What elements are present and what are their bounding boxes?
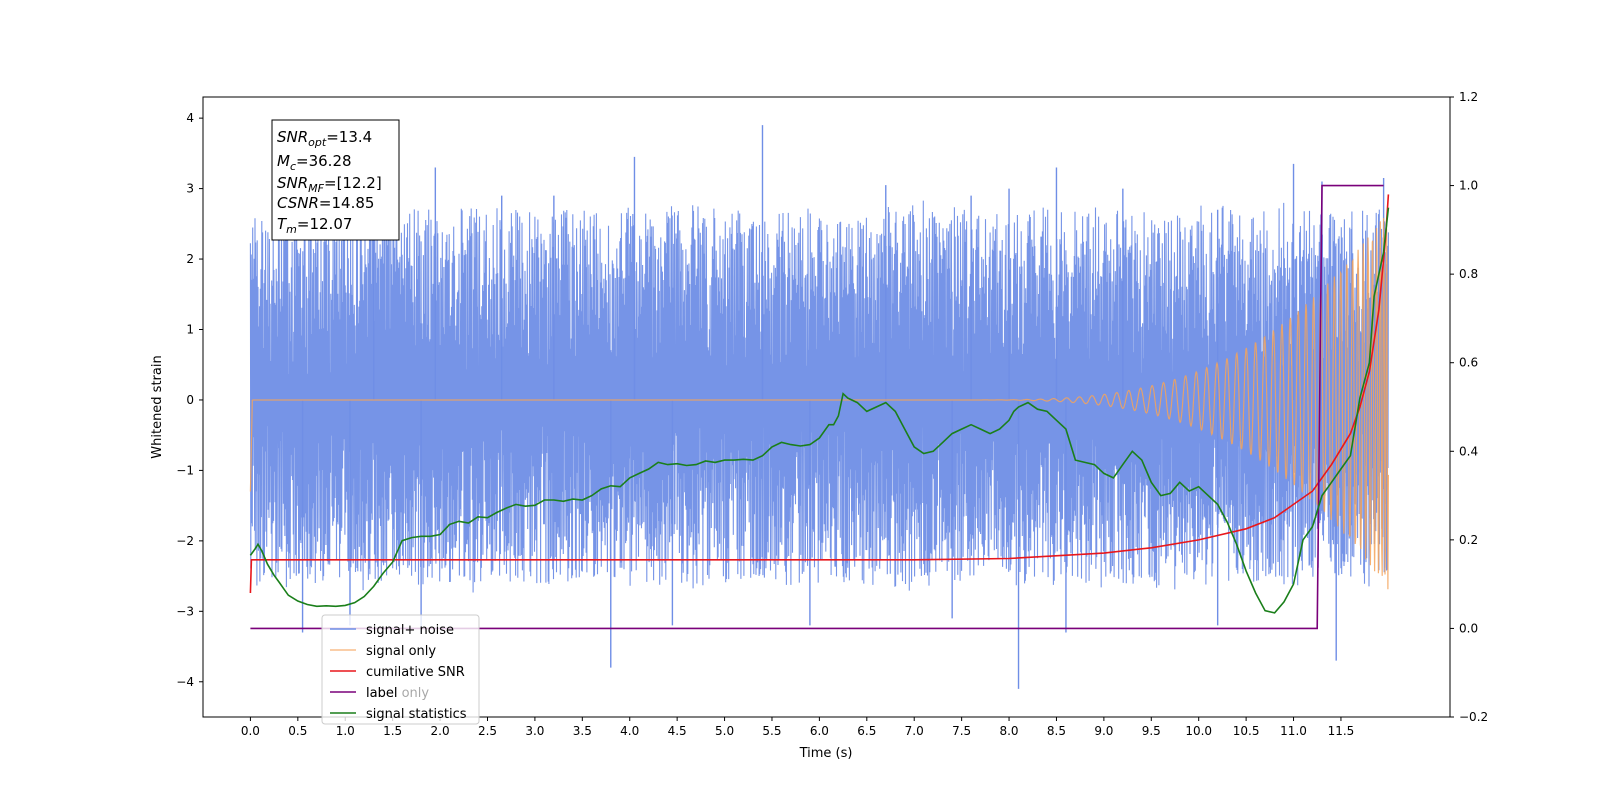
- y-right-tick-label: 0.4: [1459, 444, 1478, 458]
- y-axis-left: 4 3 2 1 0 −1 −2 −3 −4: [176, 111, 203, 689]
- y-left-tick-label: −4: [176, 675, 194, 689]
- x-tick-label: 11.5: [1328, 724, 1355, 738]
- y-left-tick-label: 2: [186, 252, 194, 266]
- series-layer: [249, 125, 1390, 689]
- x-tick-label: 5.0: [715, 724, 734, 738]
- y-left-tick-label: −1: [176, 463, 194, 477]
- y-left-tick-label: 0: [186, 393, 194, 407]
- info-snr-opt: SNRopt=13.4: [277, 128, 372, 149]
- legend-label-cumilative-snr: cumilative SNR: [366, 665, 465, 680]
- info-box: SNRopt=13.4 Mc=36.28 SNRMF=[12.2] CSNR=1…: [271, 119, 400, 241]
- info-mc: Mc=36.28: [277, 152, 352, 173]
- legend-frame: [321, 614, 480, 725]
- x-tick-label: 2.5: [478, 724, 497, 738]
- x-tick-label: 10.5: [1233, 724, 1260, 738]
- x-tick-label: 10.0: [1185, 724, 1212, 738]
- x-tick-label: 9.0: [1094, 724, 1113, 738]
- x-tick-label: 2.0: [431, 724, 450, 738]
- series-signal-only: [249, 217, 1389, 590]
- series-cumilative-snr: [249, 194, 1390, 594]
- info-snr-mf: SNRMF=[12.2]: [277, 174, 382, 195]
- x-tick-label: 7.5: [952, 724, 971, 738]
- y-left-tick-label: −2: [176, 534, 194, 548]
- series-label: [250, 184, 1384, 630]
- x-tick-label: 4.5: [668, 724, 687, 738]
- x-tick-label: 0.0: [241, 724, 260, 738]
- x-tick-label: 6.0: [810, 724, 829, 738]
- legend-label-signal-statistics: signal statistics: [366, 707, 467, 722]
- x-tick-label: 9.5: [1142, 724, 1161, 738]
- x-tick-label: 1.5: [383, 724, 402, 738]
- y-left-tick-label: 1: [186, 323, 194, 337]
- y-right-tick-label: 0.6: [1459, 356, 1478, 370]
- x-tick-label: 3.5: [573, 724, 592, 738]
- x-tick-label: 3.0: [525, 724, 544, 738]
- info-tm: Tm=12.07: [277, 215, 352, 236]
- y-left-tick-label: −3: [176, 604, 194, 618]
- y-right-tick-label: 1.2: [1459, 90, 1478, 104]
- y-left-tick-label: 3: [186, 182, 194, 196]
- y-right-tick-label: 0.0: [1459, 621, 1478, 635]
- x-tick-label: 11.0: [1280, 724, 1307, 738]
- legend-label-label: label: [366, 686, 397, 701]
- y-right-tick-label: −0.2: [1459, 710, 1488, 724]
- x-axis-label: Time (s): [799, 746, 853, 761]
- y-axis-right: 1.2 1.0 0.8 0.6 0.4 0.2 0.0 −0.2: [1450, 90, 1488, 724]
- series-signal-noise: [249, 200, 1389, 593]
- legend-label-signal-noise: signal+ noise: [366, 623, 454, 638]
- info-box-frame: [271, 119, 400, 241]
- x-tick-label: 6.5: [857, 724, 876, 738]
- series-signal-noise-spikes: [301, 125, 1385, 689]
- x-tick-label: 0.5: [288, 724, 307, 738]
- y-right-tick-label: 0.2: [1459, 533, 1478, 547]
- x-axis: 0.0 0.5 1.0 1.5 2.0 2.5 3.0 3.5 4.0 4.5 5.0 5.5 6.0 6…: [241, 717, 1354, 738]
- legend-label-label-only: label only: [366, 686, 429, 701]
- x-tick-label: 7.0: [905, 724, 924, 738]
- x-tick-label: 8.0: [999, 724, 1018, 738]
- x-tick-label: 8.5: [1047, 724, 1066, 738]
- x-tick-label: 4.0: [620, 724, 639, 738]
- legend-label-signal-only: signal only: [366, 644, 436, 659]
- y-left-tick-label: 4: [186, 111, 194, 125]
- x-tick-label: 1.0: [336, 724, 355, 738]
- plot-frame: [202, 96, 1451, 718]
- series-signal-statistics: [249, 207, 1390, 614]
- y-right-tick-label: 0.8: [1459, 267, 1478, 281]
- x-tick-label: 5.5: [762, 724, 781, 738]
- legend: signal+ noise signal only cumilative SNR la…: [321, 614, 480, 725]
- y-axis-label: Whitened strain: [150, 355, 165, 458]
- plot-area: [202, 96, 1451, 718]
- y-right-tick-label: 1.0: [1459, 179, 1478, 193]
- info-csnr: CSNR=14.85: [277, 194, 374, 212]
